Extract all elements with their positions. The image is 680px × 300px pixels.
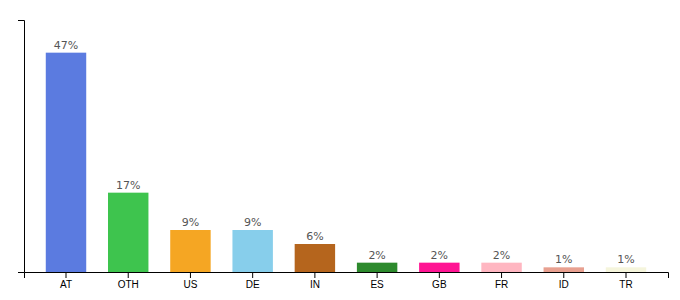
- bar: [46, 53, 86, 272]
- x-tick: US: [183, 272, 197, 290]
- x-tick: FR: [495, 272, 508, 290]
- x-tick: GB: [432, 272, 447, 290]
- x-tick-mark: [626, 272, 627, 278]
- x-axis: AT OTH US DE IN ES GB FR ID TR: [25, 272, 669, 290]
- x-tick: OTH: [118, 272, 139, 290]
- data-label: 1%: [617, 253, 634, 266]
- data-label: 47%: [54, 39, 78, 52]
- data-label: 17%: [116, 179, 140, 192]
- data-label: 2%: [368, 249, 385, 262]
- bar: [108, 193, 148, 272]
- data-label: 2%: [493, 249, 510, 262]
- bar: [419, 263, 459, 272]
- x-tick-label: FR: [495, 279, 508, 290]
- x-tick-mark: [66, 272, 67, 278]
- bar: [481, 263, 521, 272]
- data-label: 9%: [244, 216, 261, 229]
- x-tick-mark: [190, 272, 191, 278]
- plot: AT OTH US DE IN ES GB FR ID TR 47% 17% 9% 9% 6% 2% 2% 2% 1…: [18, 21, 669, 291]
- x-tick: ID: [559, 272, 569, 290]
- x-tick: IN: [310, 272, 320, 290]
- x-tick-mark: [252, 272, 253, 278]
- data-label: 6%: [306, 230, 323, 243]
- data-labels: 47% 17% 9% 9% 6% 2% 2% 2% 1% 1%: [54, 39, 635, 267]
- x-tick-label: TR: [619, 279, 632, 290]
- x-tick: TR: [619, 272, 632, 290]
- x-tick-mark: [128, 272, 129, 278]
- x-tick-mark: [563, 272, 564, 278]
- bar: [544, 267, 584, 272]
- x-tick-label: ES: [370, 279, 384, 290]
- x-axis-line: [25, 273, 669, 279]
- data-label: 9%: [182, 216, 199, 229]
- x-tick-mark: [377, 272, 378, 278]
- bar: [606, 267, 646, 272]
- bar: [295, 244, 335, 272]
- bars: [46, 53, 646, 272]
- x-tick-label: DE: [246, 279, 260, 290]
- x-tick-label: AT: [60, 279, 72, 290]
- bar: [170, 230, 210, 272]
- data-label: 1%: [555, 253, 572, 266]
- bar: [232, 230, 272, 272]
- x-tick-label: OTH: [118, 279, 139, 290]
- x-tick: DE: [246, 272, 260, 290]
- x-tick: ES: [370, 272, 384, 290]
- x-tick-label: GB: [432, 279, 447, 290]
- y-axis-line: [18, 21, 25, 273]
- x-tick-mark: [314, 272, 315, 278]
- chart: AT OTH US DE IN ES GB FR ID TR 47% 17% 9% 9% 6% 2% 2% 2% 1…: [0, 0, 680, 300]
- x-tick-label: ID: [559, 279, 569, 290]
- y-axis: [18, 21, 25, 273]
- bar: [357, 263, 397, 272]
- x-tick: AT: [60, 272, 72, 290]
- x-tick-mark: [501, 272, 502, 278]
- x-tick-label: US: [183, 279, 197, 290]
- data-label: 2%: [431, 249, 448, 262]
- x-tick-label: IN: [310, 279, 320, 290]
- x-tick-mark: [439, 272, 440, 278]
